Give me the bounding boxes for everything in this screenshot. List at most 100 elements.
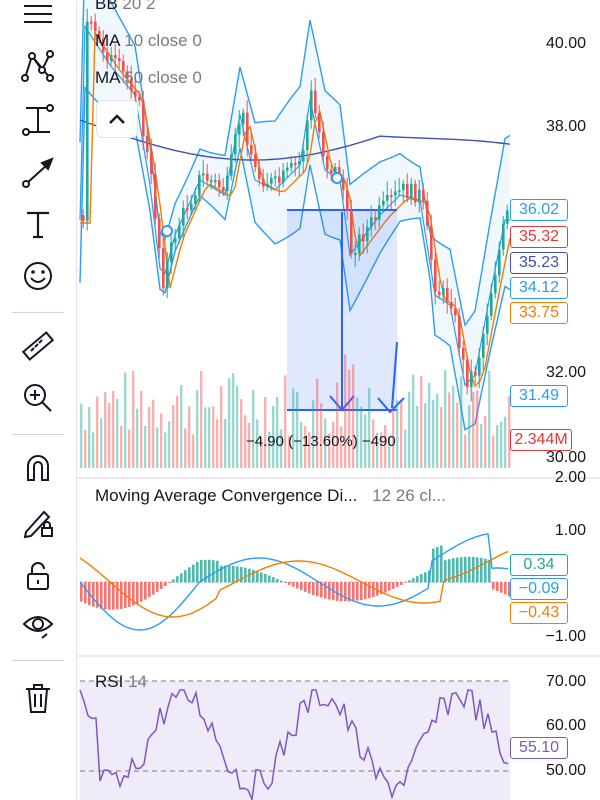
volume-bar <box>492 435 495 468</box>
candle-body <box>446 288 449 302</box>
rsi-band <box>80 681 510 800</box>
macd-histogram-bar <box>500 582 503 593</box>
macd-axis-label: −1.00 <box>545 628 586 645</box>
text-tool[interactable] <box>14 204 62 244</box>
macd-histogram-bar <box>396 582 399 587</box>
candle-body <box>166 261 169 289</box>
volume-bar <box>248 422 251 468</box>
candle-body <box>462 348 465 360</box>
macd-legend[interactable]: Moving Average Convergence Di... 12 26 c… <box>95 486 446 506</box>
candle-body <box>182 208 185 226</box>
emoji-tool[interactable] <box>14 256 62 296</box>
unlock-icon <box>27 562 49 590</box>
volume-bar <box>140 390 143 468</box>
macd-histogram-bar <box>276 578 279 583</box>
volume-bar <box>308 432 311 468</box>
ma50-legend[interactable]: MA 50 close 0 <box>95 68 202 88</box>
pattern-icon <box>21 50 54 82</box>
volume-bar <box>388 435 391 468</box>
volume-bar <box>136 408 139 468</box>
macd-histogram-bar <box>360 582 363 601</box>
hand-arrow-head <box>377 397 405 414</box>
candle-body <box>270 177 273 184</box>
ma10-legend[interactable]: MA 10 close 0 <box>95 31 202 51</box>
volume-bar <box>204 407 207 468</box>
candle-body <box>94 21 97 31</box>
ruler-tool[interactable] <box>14 326 62 366</box>
volume-bar <box>264 396 267 468</box>
macd-histogram-bar <box>372 582 375 597</box>
candle-body <box>242 112 245 124</box>
volume-bar <box>436 393 439 468</box>
macd-histogram-bar <box>104 582 107 610</box>
candle-body <box>294 163 297 166</box>
trend-lines-tool[interactable] <box>14 0 62 36</box>
macd-histogram-bar <box>92 582 95 607</box>
candle-body <box>458 315 461 349</box>
ma50-params: 50 close 0 <box>124 68 202 87</box>
candle-body <box>398 190 401 193</box>
candle-body <box>186 208 189 211</box>
candle-body <box>474 371 477 376</box>
candle-body <box>262 178 265 187</box>
unlock-tool[interactable] <box>14 556 62 596</box>
candle-body <box>118 58 121 62</box>
volume-bar <box>268 431 271 468</box>
volume-bar <box>368 387 371 468</box>
macd-histogram-bar <box>488 559 491 583</box>
candle-body <box>150 151 153 174</box>
volume-bar <box>380 432 383 468</box>
macd-histogram-bar <box>192 564 195 583</box>
volume-bar <box>356 397 359 468</box>
candle-body <box>418 189 421 203</box>
signal-marker <box>161 225 173 237</box>
candle-body <box>506 210 509 224</box>
bollinger-lower-line <box>79 85 511 431</box>
arrow-tool[interactable] <box>14 152 62 192</box>
volume-bar <box>496 425 499 468</box>
magnet-tool[interactable] <box>14 448 62 488</box>
macd-histogram-bar <box>112 582 115 610</box>
measure-line-icon <box>22 104 54 136</box>
candle-body <box>406 183 409 199</box>
candle-body <box>134 90 137 97</box>
macd-histogram-badge: 0.34 <box>510 554 568 576</box>
volume-bar <box>504 416 507 468</box>
bb-legend[interactable]: BB 20 2 <box>95 0 156 14</box>
candle-body <box>402 183 405 191</box>
hide-drawings-tool[interactable] <box>14 606 62 646</box>
candle-body <box>298 161 301 165</box>
rsi-line <box>79 689 509 800</box>
measure-arrow-head <box>329 395 355 412</box>
macd-histogram-bar <box>84 582 87 604</box>
volume-bar <box>408 391 411 468</box>
zoom-in-tool[interactable] <box>14 378 62 418</box>
volume-bar <box>376 432 379 468</box>
candle-body <box>194 195 197 204</box>
macd-histogram-bar <box>256 571 259 583</box>
macd-histogram-bar <box>468 556 471 583</box>
lock-drawings-tool[interactable] <box>14 502 62 542</box>
volume-bar <box>112 390 115 468</box>
macd-histogram-bar <box>504 582 507 595</box>
macd-histogram-bar <box>508 582 511 597</box>
measure-tool[interactable] <box>14 100 62 140</box>
rsi-legend[interactable]: RSI 14 <box>95 672 147 692</box>
macd-histogram-bar <box>140 582 143 602</box>
volume-bar <box>144 426 147 468</box>
candle-body <box>202 173 205 176</box>
pattern-tool[interactable] <box>14 46 62 86</box>
candle-body <box>310 90 313 121</box>
collapse-legend-button[interactable] <box>96 100 138 138</box>
macd-histogram-bar <box>220 565 223 583</box>
macd-histogram-bar <box>120 582 123 609</box>
candle-body <box>286 167 289 171</box>
volume-bar <box>104 391 107 468</box>
volume-bar <box>312 400 315 468</box>
macd-histogram-bar <box>444 560 447 583</box>
volume-bar <box>328 433 331 468</box>
remove-drawings-tool[interactable] <box>14 678 62 718</box>
candle-body <box>222 187 225 192</box>
candle-body <box>238 123 241 135</box>
